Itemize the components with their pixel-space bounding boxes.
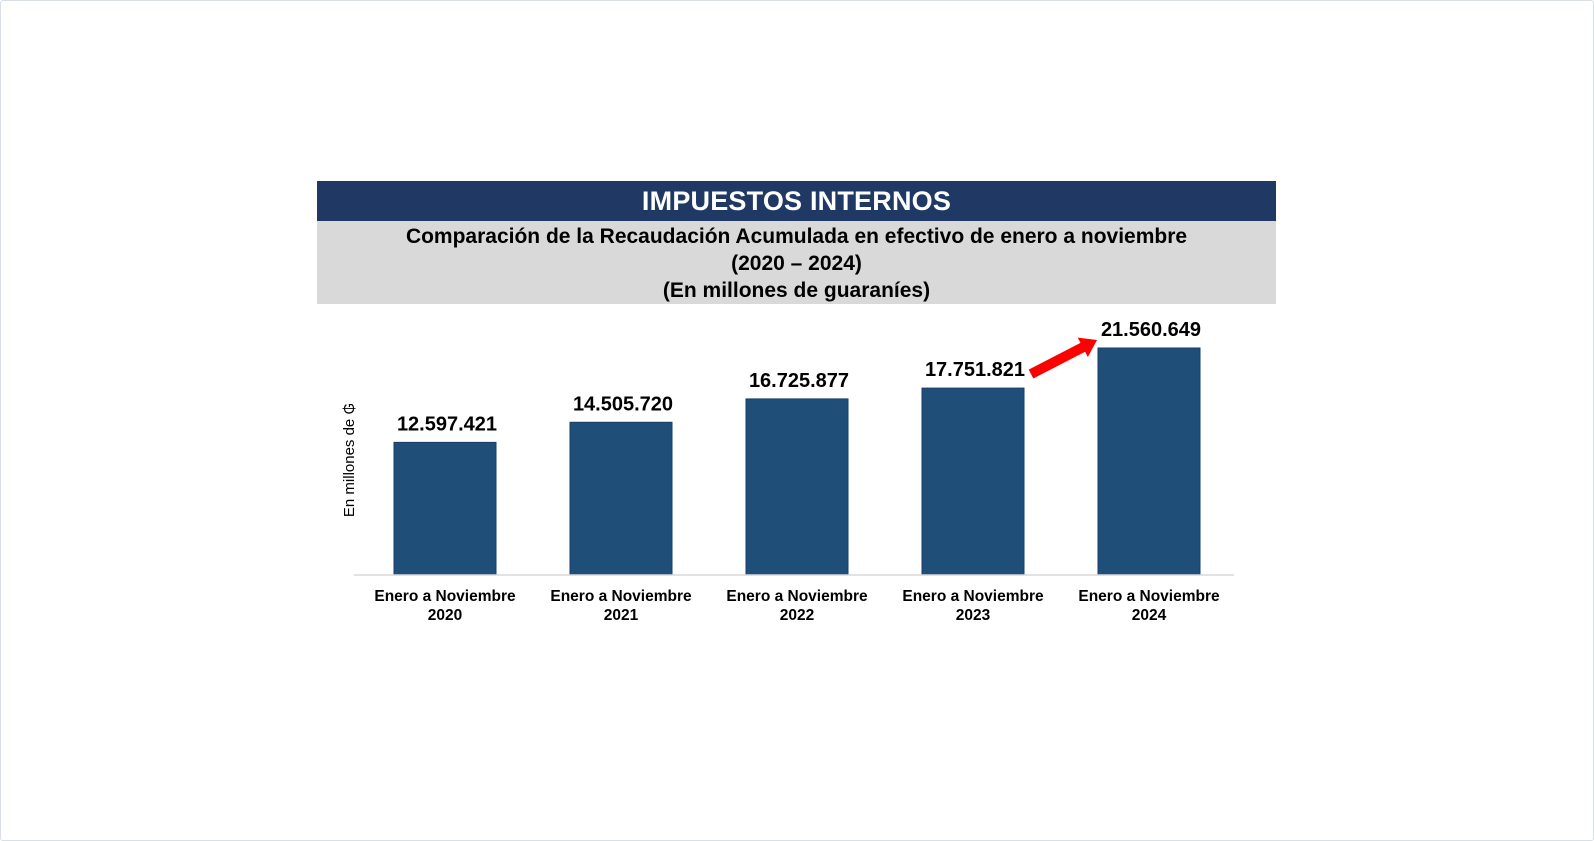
category-label-1-line-0: Enero a Noviembre bbox=[550, 588, 692, 605]
value-labels-group: 12.597.421 14.505.720 16.725.877 17.751.821… bbox=[397, 319, 1201, 435]
category-labels-group: Enero a Noviembre 2020 Enero a Noviembre 20… bbox=[374, 588, 1220, 624]
value-label-4: 21.560.649 bbox=[1101, 319, 1201, 341]
category-label-1-line-1: 2021 bbox=[604, 607, 639, 624]
category-label-2-line-1: 2022 bbox=[780, 607, 814, 624]
bar-0 bbox=[393, 441, 497, 576]
category-label-4-line-1: 2024 bbox=[1132, 607, 1167, 624]
value-label-1: 14.505.720 bbox=[573, 393, 673, 415]
y-axis-label: En millones de ₲ bbox=[341, 403, 358, 517]
category-label-2-line-0: Enero a Noviembre bbox=[726, 588, 868, 605]
value-label-2: 16.725.877 bbox=[749, 370, 849, 392]
subtitle-line-3: (En millones de guaraníes) bbox=[662, 279, 931, 302]
category-label-0-line-1: 2020 bbox=[428, 607, 462, 624]
category-label-3-line-0: Enero a Noviembre bbox=[902, 588, 1044, 605]
bars-group bbox=[393, 347, 1201, 576]
banner-title: IMPUESTOS INTERNOS bbox=[317, 181, 1276, 221]
growth-arrow-icon bbox=[1028, 337, 1098, 379]
bar-2 bbox=[745, 398, 849, 576]
bar-chart: 12.597.421 14.505.720 16.725.877 17.751.821… bbox=[341, 319, 1234, 624]
bar-3 bbox=[921, 387, 1025, 576]
subtitle-line-1: Comparación de la Recaudación Acumulada … bbox=[405, 225, 1188, 248]
chart-subtitle-box: Comparación de la Recaudación Acumulada … bbox=[317, 221, 1276, 304]
bar-1 bbox=[569, 421, 673, 576]
arrow-shape bbox=[1028, 337, 1098, 379]
category-label-0-line-0: Enero a Noviembre bbox=[374, 588, 516, 605]
bar-4 bbox=[1097, 347, 1201, 576]
value-label-3: 17.751.821 bbox=[925, 359, 1025, 381]
category-label-4-line-0: Enero a Noviembre bbox=[1078, 588, 1220, 605]
subtitle-line-2: (2020 – 2024) bbox=[731, 252, 862, 275]
value-label-0: 12.597.421 bbox=[397, 413, 497, 435]
category-label-3-line-1: 2023 bbox=[956, 607, 991, 624]
